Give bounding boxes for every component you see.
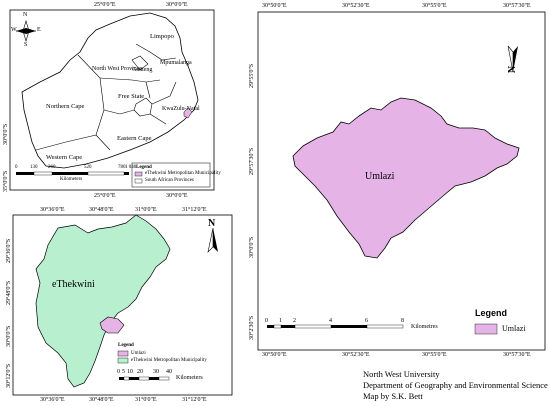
eth-lon-tick-bottom-2: 30°48'0"E (89, 397, 114, 403)
eth-scale-tick-0: 0 (117, 369, 120, 375)
uml-legend-item-umlazi: Umlazi (502, 324, 526, 333)
uml-scale-tick-3: 4 (329, 318, 332, 324)
eth-scale-tick-2: 10 (127, 369, 133, 375)
compass-n: N (23, 12, 28, 18)
sa-legend-item-provinces: South African Provinces (145, 178, 194, 183)
eth-legend-item-umlazi: Umlazi (131, 351, 146, 356)
sa-scale-tick-5: 1 040 (125, 165, 137, 170)
uml-scale-tick-1: 1 (279, 318, 282, 324)
eth-scale-tick-5: 40 (166, 369, 172, 375)
sa-scale-unit: Kilometers (60, 177, 83, 182)
eth-legend-title: Legend (118, 343, 134, 348)
uml-scale-unit: Kilometres (411, 324, 438, 330)
sa-lon-tick-top-1: 25°0'0"E (94, 2, 116, 8)
province-label-gauteng: Gauteng (132, 67, 153, 73)
eth-scale-unit: Kilometers (176, 375, 203, 381)
compass-s: S (24, 42, 28, 48)
sa-map-panel: 25°0'0"E 30°0'0"E 30°0'0"S 35°0'0"S 25°0… (0, 0, 221, 200)
sa-scale-tick-1: 130 (30, 165, 38, 170)
province-label-north-west: North West Province (92, 66, 143, 72)
province-label-northern-cape: Northern Cape (46, 103, 85, 110)
uml-lon-tick-bottom-4: 30°57'30"E (503, 352, 531, 358)
province-label-limpopo: Limpopo (150, 33, 174, 40)
uml-scale-tick-2: 2 (293, 318, 296, 324)
credits-department: Department of Geography and Environmenta… (363, 380, 548, 390)
sa-scale-tick-2: 260 (48, 165, 56, 170)
province-label-western-cape: Western Cape (46, 154, 83, 161)
sa-scale-tick-3: 520 (84, 165, 92, 170)
eth-lon-tick-bottom-4: 31°12'0"E (182, 397, 207, 403)
ethekwini-label: eThekwini (52, 279, 95, 290)
eth-lon-tick-top-3: 31°0'0"E (135, 207, 157, 213)
eth-north-label: N (208, 218, 216, 229)
sa-legend-item-municipality: eThekwini Metropolitan Municipality (145, 171, 221, 176)
uml-scale-tick-5: 8 (401, 318, 404, 324)
uml-lon-tick-top-4: 30°57'30"E (503, 3, 531, 9)
sa-scale-tick-4: 780 (118, 165, 126, 170)
uml-legend-title: Legend (475, 308, 508, 318)
eth-lon-tick-top-2: 30°48'0"E (89, 207, 114, 213)
eth-lon-tick-bottom-3: 31°0'0"E (135, 397, 157, 403)
map-credits: North West University Department of Geog… (363, 369, 548, 402)
eth-lon-tick-top-4: 31°12'0"E (182, 207, 207, 213)
umlazi-label: Umlazi (365, 171, 395, 182)
eth-lon-tick-top-1: 30°36'0"E (40, 207, 65, 213)
ethekwini-map-panel: 30°36'0"E 30°48'0"E 31°0'0"E 31°12'0"E 2… (0, 203, 245, 406)
sa-scale-tick-0: 0 (15, 165, 18, 170)
province-label-eastern-cape: Eastern Cape (117, 135, 152, 142)
eth-scale-tick-3: 20 (137, 369, 143, 375)
eth-lon-tick-bottom-1: 30°36'0"E (40, 397, 65, 403)
sa-lon-tick-top-2: 30°0'0"E (166, 2, 188, 8)
province-label-kwazulu-natal: KwaZulu-Natal (162, 106, 200, 112)
uml-scale-tick-0: 0 (265, 318, 268, 324)
sa-lon-tick-bottom-1: 25°0'0"E (94, 193, 116, 199)
uml-lon-tick-top-1: 30°50'0"E (262, 3, 287, 9)
sa-lon-tick-bottom-2: 30°0'0"E (166, 193, 188, 199)
compass-e: E (37, 27, 41, 33)
province-label-mpumalanga: Mpumalanga (160, 60, 192, 66)
uml-lon-tick-bottom-2: 30°52'30"E (342, 352, 370, 358)
uml-lon-tick-top-3: 30°55'0"E (422, 3, 447, 9)
eth-scale-tick-1: 5 (122, 369, 125, 375)
credits-author: Map by S.K. Bett (363, 391, 423, 401)
sa-map-frame (9, 9, 215, 191)
compass-w: W (11, 27, 17, 33)
province-label-free-state: Free State (118, 93, 145, 100)
eth-scale-tick-4: 30 (153, 369, 159, 375)
credits-university: North West University (363, 369, 440, 379)
eth-legend-item-municipality: eThekwini Metropolitan Municipality (131, 358, 207, 363)
umlazi-map-frame (257, 11, 546, 351)
sa-legend-title: Legend (136, 165, 152, 170)
uml-lon-tick-bottom-3: 30°55'0"E (422, 352, 447, 358)
umlazi-map-panel: 30°50'0"E 30°52'30"E 30°55'0"E 30°57'30"… (245, 0, 550, 362)
uml-north-label: N (507, 65, 519, 74)
uml-lon-tick-top-2: 30°52'30"E (342, 3, 370, 9)
ethekwini-map-frame (12, 214, 233, 396)
uml-scale-tick-4: 6 (365, 318, 368, 324)
uml-lon-tick-bottom-1: 30°50'0"E (262, 352, 287, 358)
